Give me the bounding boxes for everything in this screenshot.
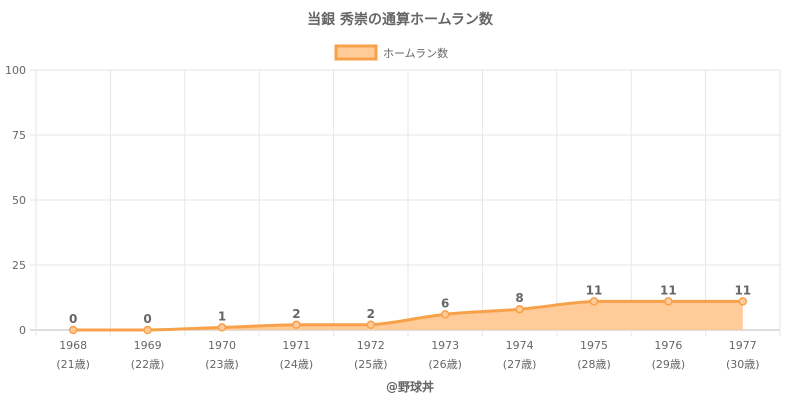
credit-text: @野球丼 <box>386 379 434 394</box>
x-age-label: (30歳) <box>726 358 760 371</box>
data-label: 1 <box>218 309 226 323</box>
x-tick-label: 1972 <box>357 339 385 352</box>
x-age-label: (26歳) <box>428 358 462 371</box>
data-label: 2 <box>292 307 300 321</box>
grid <box>30 69 781 336</box>
x-age-label: (22歳) <box>131 358 165 371</box>
x-tick-label: 1971 <box>282 339 310 352</box>
x-tick-label: 1976 <box>654 339 682 352</box>
y-tick-label: 25 <box>12 259 26 272</box>
chart-title: 当銀 秀崇の通算ホームラン数 <box>307 11 494 28</box>
x-age-label: (29歳) <box>652 358 686 371</box>
x-age-label: (27歳) <box>503 358 537 371</box>
series-homeruns <box>68 297 748 335</box>
x-age-label: (24歳) <box>280 358 314 371</box>
x-tick-label: 1974 <box>506 339 534 352</box>
x-age-label: (23歳) <box>205 358 239 371</box>
legend-swatch <box>334 44 378 61</box>
x-tick-label: 1968 <box>59 339 87 352</box>
legend-label: ホームラン数 <box>383 47 448 60</box>
data-label: 6 <box>441 296 449 310</box>
y-axis: 0 25 50 75 100 <box>5 64 26 337</box>
data-label: 11 <box>734 283 751 297</box>
y-tick-label: 75 <box>12 129 26 142</box>
x-tick-label: 1975 <box>580 339 608 352</box>
data-point <box>366 320 376 330</box>
data-labels: 0 0 1 2 2 6 8 11 11 11 <box>69 283 751 326</box>
x-age-label: (28歳) <box>577 358 611 371</box>
data-label: 8 <box>515 291 523 305</box>
data-point <box>589 297 599 306</box>
legend[interactable]: ホームラン数 <box>334 44 448 61</box>
data-point <box>68 325 78 335</box>
data-point <box>440 310 450 319</box>
y-tick-label: 50 <box>12 194 26 207</box>
series-area <box>73 301 743 330</box>
data-point <box>292 320 301 330</box>
data-point <box>143 325 152 335</box>
x-age-label: (21歳) <box>56 358 90 371</box>
y-tick-label: 100 <box>5 64 26 77</box>
series-line <box>71 299 745 332</box>
data-label: 2 <box>367 307 375 321</box>
data-label: 11 <box>660 283 677 297</box>
y-tick-label: 0 <box>19 324 26 337</box>
data-point <box>738 297 748 306</box>
data-label: 0 <box>69 312 77 326</box>
data-label: 11 <box>586 283 603 297</box>
data-point <box>515 304 524 314</box>
x-tick-label: 1977 <box>729 339 757 352</box>
x-tick-label: 1969 <box>134 339 162 352</box>
x-axis: 1968 (21歳) 1969 (22歳) 1970 (23歳) 1971 (24歳) 1972… <box>56 339 759 371</box>
x-tick-label: 1973 <box>431 339 459 352</box>
data-point <box>664 297 673 306</box>
data-label: 0 <box>143 312 151 326</box>
data-point <box>217 323 227 332</box>
x-tick-label: 1970 <box>208 339 236 352</box>
x-age-label: (25歳) <box>354 358 388 371</box>
